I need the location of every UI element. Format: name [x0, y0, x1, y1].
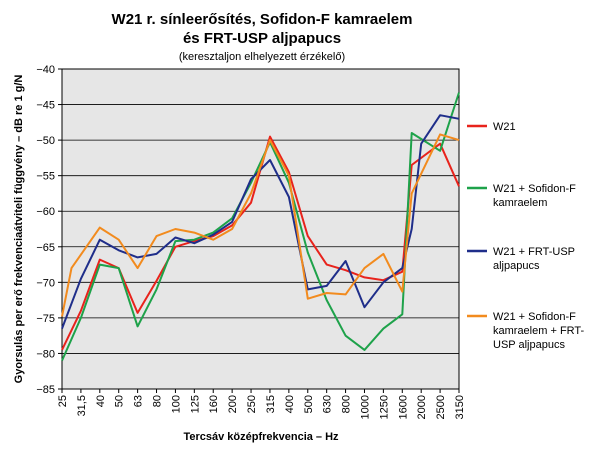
x-tick-label: 80 [152, 395, 164, 407]
y-axis-ticks: −85 −80 −75 −70 −65 −60 −55 −50 −45 −40 [36, 64, 62, 396]
x-tick-label: 1250 [378, 395, 390, 419]
legend: W21 W21 + Sofidon-F kamraelem W21 + FRT-USP… [467, 121, 585, 351]
x-tick-label: 63 [133, 395, 145, 407]
x-tick-label: 40 [95, 395, 107, 407]
x-tick-label: 125 [189, 395, 201, 413]
x-tick-label: 800 [341, 395, 353, 413]
plot-area [61, 68, 460, 390]
legend-label-4: kamraelem + FRT- [493, 325, 585, 337]
x-tick-label: 1600 [397, 395, 409, 419]
x-tick-label: 315 [265, 395, 277, 413]
x-tick-label: 630 [322, 395, 334, 413]
legend-label-3: aljpapucs [493, 260, 540, 272]
series-line-4 [61, 133, 460, 317]
x-tick-label: 400 [284, 395, 296, 413]
x-axis-ticks: 25 31,5 40 50 63 80 100 125 160 200 250 315 400 500 63… [57, 389, 466, 419]
x-tick-label: 3150 [454, 395, 466, 419]
y-tick-label: −80 [36, 348, 55, 360]
y-tick-label: −50 [36, 135, 55, 147]
legend-label-2: W21 + Sofidon-F [493, 183, 576, 195]
x-tick-label: 2500 [435, 395, 447, 419]
series-lines [61, 92, 460, 362]
legend-label-1: W21 [493, 121, 516, 133]
y-axis-label: Gyorsulás per erő frekvenciaátviteli füg… [13, 75, 25, 384]
legend-label-2: kamraelem [493, 197, 547, 209]
y-tick-label: −85 [36, 384, 55, 396]
y-tick-label: −45 [36, 100, 55, 112]
x-axis-label: Tercsáv középfrekvencia – Hz [183, 431, 339, 443]
y-tick-label: −60 [36, 206, 55, 218]
x-tick-label: 250 [246, 395, 258, 413]
gridlines [62, 104, 459, 354]
legend-label-4: W21 + Sofidon-F [493, 311, 576, 323]
chart-title-line-2: és FRT-USP aljpapucs [183, 30, 341, 47]
y-tick-label: −55 [36, 171, 55, 183]
x-tick-label: 25 [57, 395, 69, 407]
y-tick-label: −70 [36, 277, 55, 289]
x-tick-label: 500 [303, 395, 315, 413]
x-tick-label: 160 [208, 395, 220, 413]
x-tick-label: 50 [114, 395, 126, 407]
legend-label-3: W21 + FRT-USP [493, 246, 575, 258]
x-tick-label: 200 [227, 395, 239, 413]
x-tick-label: 31,5 [76, 395, 88, 416]
y-tick-label: −40 [36, 64, 55, 76]
x-tick-label: 100 [170, 395, 182, 413]
x-tick-label: 1000 [359, 395, 371, 419]
chart-title-line-1: W21 r. sínleerősítés, Sofidon-F kamraele… [112, 11, 413, 28]
y-tick-label: −65 [36, 242, 55, 254]
y-tick-label: −75 [36, 313, 55, 325]
x-tick-label: 2000 [416, 395, 428, 419]
legend-label-4: USP aljpapucs [493, 339, 565, 351]
series-line-2 [61, 92, 460, 362]
chart-subtitle: (keresztaljon elhelyezett érzékelő) [179, 51, 345, 63]
